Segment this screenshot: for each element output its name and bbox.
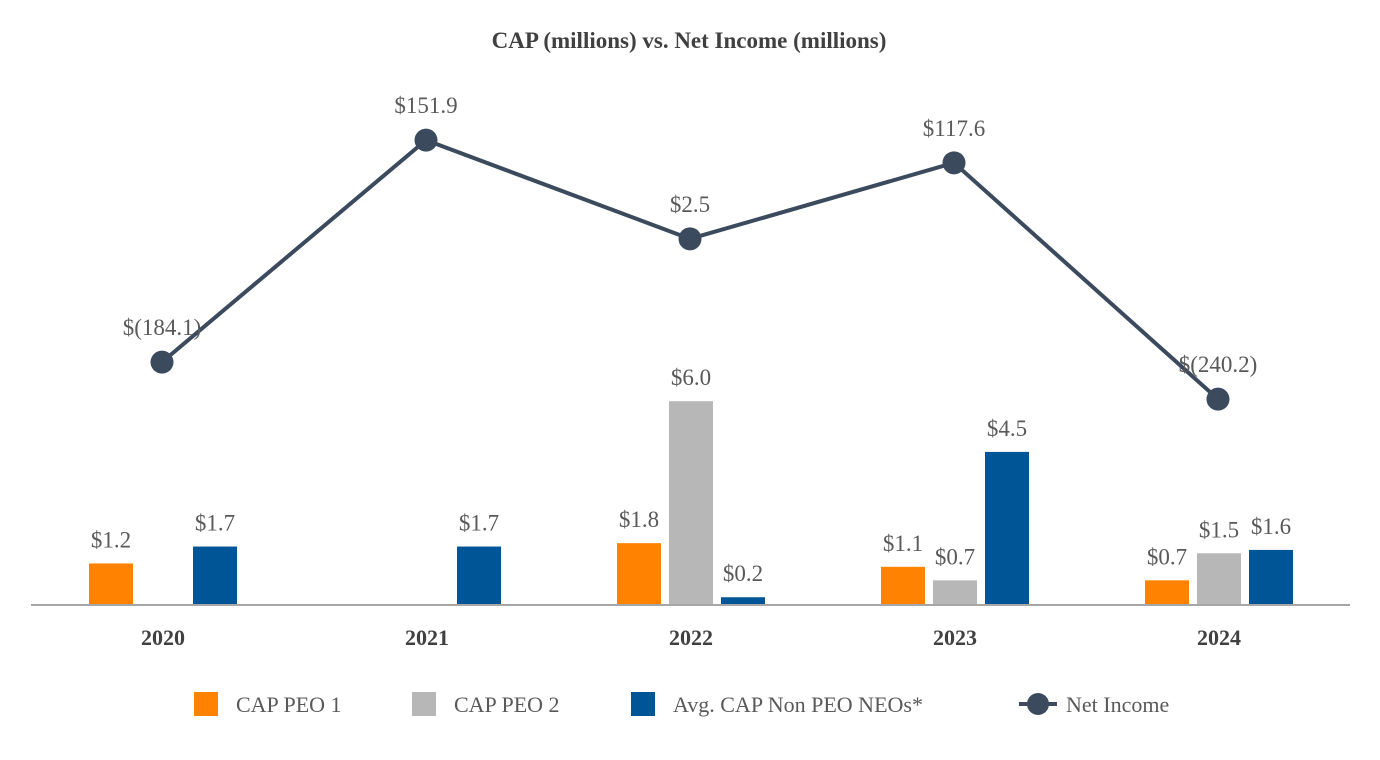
bar-avg-cap-non-peo-neos-2022 xyxy=(721,597,765,604)
data-label-cap-peo-1-2023: $1.1 xyxy=(883,531,923,556)
bar-avg-cap-non-peo-neos-2020 xyxy=(193,546,237,604)
bar-cap-peo-2-2022 xyxy=(669,401,713,604)
legend-label-net-income: Net Income xyxy=(1066,692,1169,717)
net-income-line-layer: $(184.1) $151.9 $2.5 $117.6 $(240.2) xyxy=(123,93,1258,411)
legend-item-avg-cap-non-peo-neos: Avg. CAP Non PEO NEOs* xyxy=(631,692,923,717)
data-label-avg-cap-non-peo-neos-2021: $1.7 xyxy=(459,511,499,536)
net-income-label-2024: $(240.2) xyxy=(1179,352,1258,377)
data-label-avg-cap-non-peo-neos-2023: $4.5 xyxy=(987,416,1027,441)
data-label-avg-cap-non-peo-neos-2022: $0.2 xyxy=(723,561,763,586)
bar-cap-peo-2-2023 xyxy=(933,580,977,604)
data-label-cap-peo-1-2022: $1.8 xyxy=(619,507,659,532)
legend-marker-net-income xyxy=(1027,693,1049,715)
net-income-line xyxy=(160,138,1220,401)
category-label-2023: 2023 xyxy=(933,625,977,650)
legend-swatch-avg-cap-non-peo-neos xyxy=(631,692,655,716)
net-income-label-2022: $2.5 xyxy=(670,192,710,217)
legend-swatch-cap-peo-2 xyxy=(412,692,436,716)
legend-item-cap-peo-1: CAP PEO 1 xyxy=(194,692,342,717)
data-label-cap-peo-2-2022: $6.0 xyxy=(671,365,711,390)
data-label-avg-cap-non-peo-neos-2020: $1.7 xyxy=(195,511,235,536)
chart-title: CAP (millions) vs. Net Income (millions) xyxy=(492,28,887,53)
category-label-2024: 2024 xyxy=(1197,625,1241,650)
data-label-cap-peo-2-2024: $1.5 xyxy=(1199,517,1239,542)
net-income-label-2020: $(184.1) xyxy=(123,315,202,340)
bar-cap-peo-1-2023 xyxy=(881,566,925,604)
net-income-point-2021 xyxy=(414,128,438,152)
legend-label-cap-peo-2: CAP PEO 2 xyxy=(454,692,560,717)
bar-cap-peo-1-2020 xyxy=(89,563,133,604)
data-label-cap-peo-1-2024: $0.7 xyxy=(1147,544,1187,569)
net-income-point-2024 xyxy=(1206,387,1230,411)
data-label-avg-cap-non-peo-neos-2024: $1.6 xyxy=(1251,514,1291,539)
net-income-label-2023: $117.6 xyxy=(923,116,985,141)
legend-item-cap-peo-2: CAP PEO 2 xyxy=(412,692,560,717)
legend-item-net-income: Net Income xyxy=(1019,692,1169,717)
legend-swatch-cap-peo-1 xyxy=(194,692,218,716)
legend-label-avg-cap-non-peo-neos: Avg. CAP Non PEO NEOs* xyxy=(673,692,923,717)
data-label-cap-peo-1-2020: $1.2 xyxy=(91,527,131,552)
bar-cap-peo-1-2024 xyxy=(1145,580,1189,604)
net-income-label-2021: $151.9 xyxy=(394,93,457,118)
legend-label-cap-peo-1: CAP PEO 1 xyxy=(236,692,342,717)
bars-layer: $1.2 $1.8 $1.1 $0.7 $6.0 $0.7 $1.5 $1.7 $1.7 $0.2… xyxy=(89,365,1293,604)
bar-avg-cap-non-peo-neos-2024 xyxy=(1249,549,1293,604)
category-label-2021: 2021 xyxy=(405,625,449,650)
net-income-point-2020 xyxy=(150,350,174,374)
category-label-2022: 2022 xyxy=(669,625,713,650)
net-income-point-2022 xyxy=(678,227,702,251)
bar-avg-cap-non-peo-neos-2021 xyxy=(457,546,501,604)
legend: CAP PEO 1 CAP PEO 2 Avg. CAP Non PEO NEOs*… xyxy=(194,692,1169,717)
bar-cap-peo-2-2024 xyxy=(1197,553,1241,604)
bar-cap-peo-1-2022 xyxy=(617,543,661,604)
data-label-cap-peo-2-2023: $0.7 xyxy=(935,544,975,569)
category-label-2020: 2020 xyxy=(141,625,185,650)
category-labels: 2020 2021 2022 2023 2024 xyxy=(141,625,1241,650)
net-income-point-2023 xyxy=(942,151,966,175)
bar-avg-cap-non-peo-neos-2023 xyxy=(985,451,1029,604)
